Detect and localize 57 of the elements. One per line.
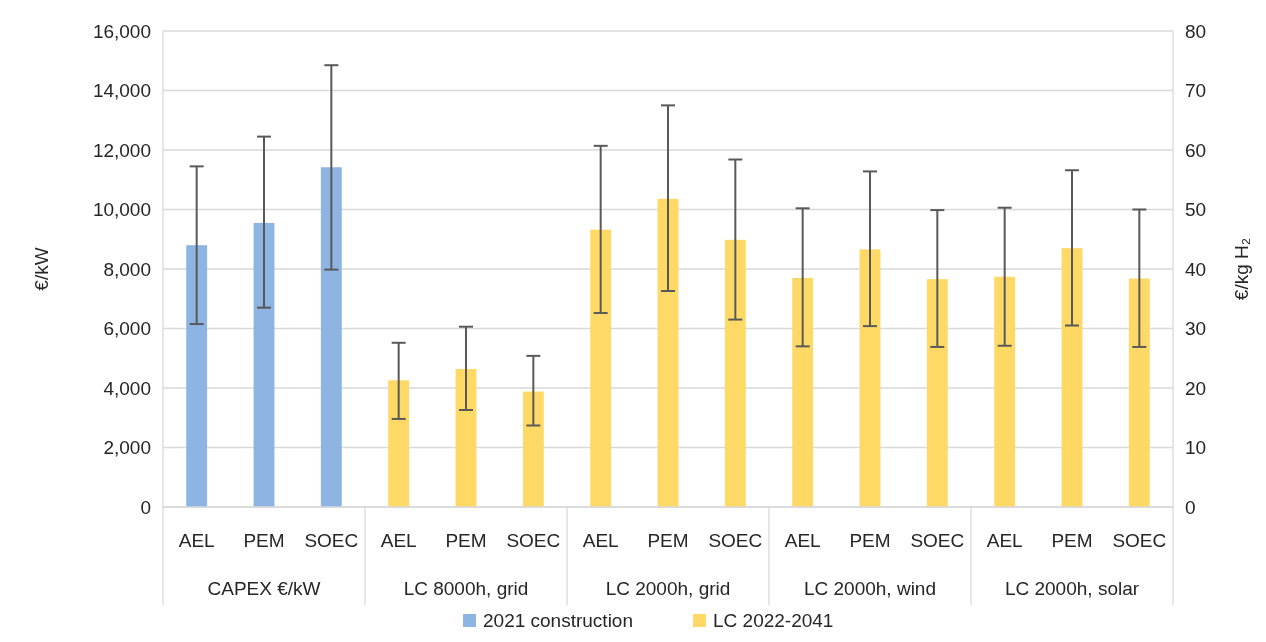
x-tick-label: PEM [647, 530, 689, 551]
legend-label: 2021 construction [483, 610, 633, 631]
x-tick-label: PEM [1051, 530, 1093, 551]
bar [590, 229, 612, 507]
x-tick-label: SOEC [708, 530, 763, 551]
y2-tick-label: 60 [1185, 139, 1207, 161]
x-tick-label: PEM [849, 530, 891, 551]
text: LC 2000h, wind [803, 578, 937, 599]
y2-tick-label: 40 [1185, 258, 1207, 280]
x-tick-label: SOEC [1112, 530, 1167, 551]
y2-tick-label: 30 [1185, 318, 1207, 340]
bar [186, 245, 208, 507]
y2-tick-label: 10 [1185, 437, 1207, 459]
bar [388, 380, 410, 507]
x-tick-label: SOEC [506, 530, 561, 551]
x-tick-label: SOEC [910, 530, 965, 551]
bar [926, 279, 948, 507]
y-tick-label: 2,000 [103, 437, 151, 459]
bar [724, 239, 746, 507]
text: LC 2000h, grid [605, 578, 731, 599]
y2-tick-label: 50 [1185, 199, 1207, 221]
bar [994, 276, 1016, 507]
y-axis-title: €/kW [31, 247, 52, 291]
bar [1128, 278, 1150, 507]
y2-tick-label: 70 [1185, 80, 1207, 102]
y-tick-label: 6,000 [103, 318, 151, 340]
x-tick-label: PEM [445, 530, 487, 551]
y2-tick-label: 20 [1185, 377, 1207, 399]
x-tick-label: AEL [380, 530, 417, 551]
x-tick-label: AEL [582, 530, 619, 551]
y2-axis-title: €/kg H₂ [1231, 237, 1252, 301]
bar [792, 277, 814, 507]
legend-label: LC 2022-2041 [713, 610, 834, 631]
x-tick-label: PEM [243, 530, 285, 551]
x-tick-label: AEL [784, 530, 821, 551]
x-tick-label: AEL [178, 530, 215, 551]
y-tick-label: 0 [140, 496, 151, 518]
x-tick-label: AEL [986, 530, 1023, 551]
x-tick-label: SOEC [304, 530, 359, 551]
bar [859, 249, 881, 507]
y-tick-label: 16,000 [92, 20, 151, 42]
text: LC 8000h, grid [403, 578, 529, 599]
y-tick-label: 10,000 [92, 199, 151, 221]
bar [253, 222, 275, 507]
bar [522, 391, 544, 507]
text: CAPEX €/kW [207, 578, 321, 599]
y-tick-label: 8,000 [103, 258, 151, 280]
bar [455, 368, 477, 507]
y-tick-label: 14,000 [92, 80, 151, 102]
bar [657, 198, 679, 507]
bar [1061, 248, 1083, 507]
text: LC 2000h, solar [1004, 578, 1140, 599]
y-tick-label: 12,000 [92, 139, 151, 161]
y2-tick-label: 0 [1185, 496, 1196, 518]
bar [320, 167, 342, 507]
y-tick-label: 4,000 [103, 377, 151, 399]
y2-tick-label: 80 [1185, 20, 1207, 42]
